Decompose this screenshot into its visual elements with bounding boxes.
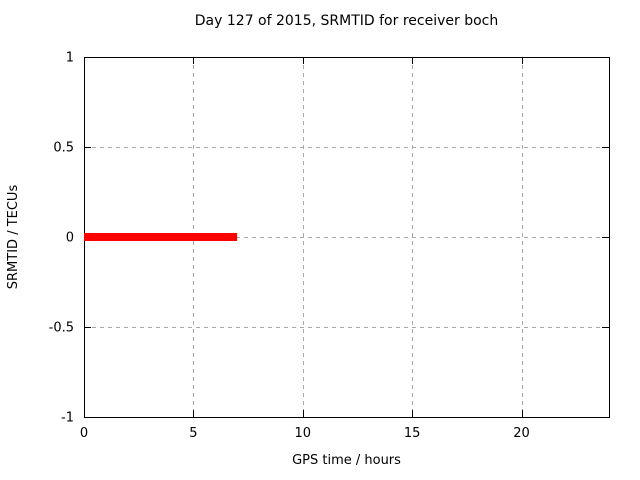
y-tick-label: 1 [66,51,74,66]
y-tick-label: -1 [61,411,74,426]
x-tick-label: 10 [294,426,311,441]
x-tick-label: 5 [189,426,197,441]
y-tick-label: -0.5 [49,321,74,336]
x-tick-label: 0 [80,426,88,441]
x-tick-label: 15 [404,426,421,441]
x-tick-label: 20 [513,426,530,441]
y-tick-label: 0.5 [53,141,74,156]
y-tick-label: 0 [66,231,74,246]
chart-title: Day 127 of 2015, SRMTID for receiver boc… [194,13,499,29]
x-axis-label: GPS time / hours [292,453,401,468]
